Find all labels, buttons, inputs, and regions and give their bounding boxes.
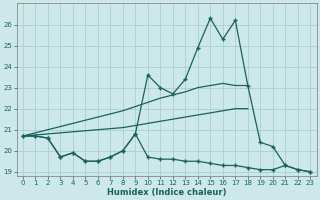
X-axis label: Humidex (Indice chaleur): Humidex (Indice chaleur) [107,188,226,197]
